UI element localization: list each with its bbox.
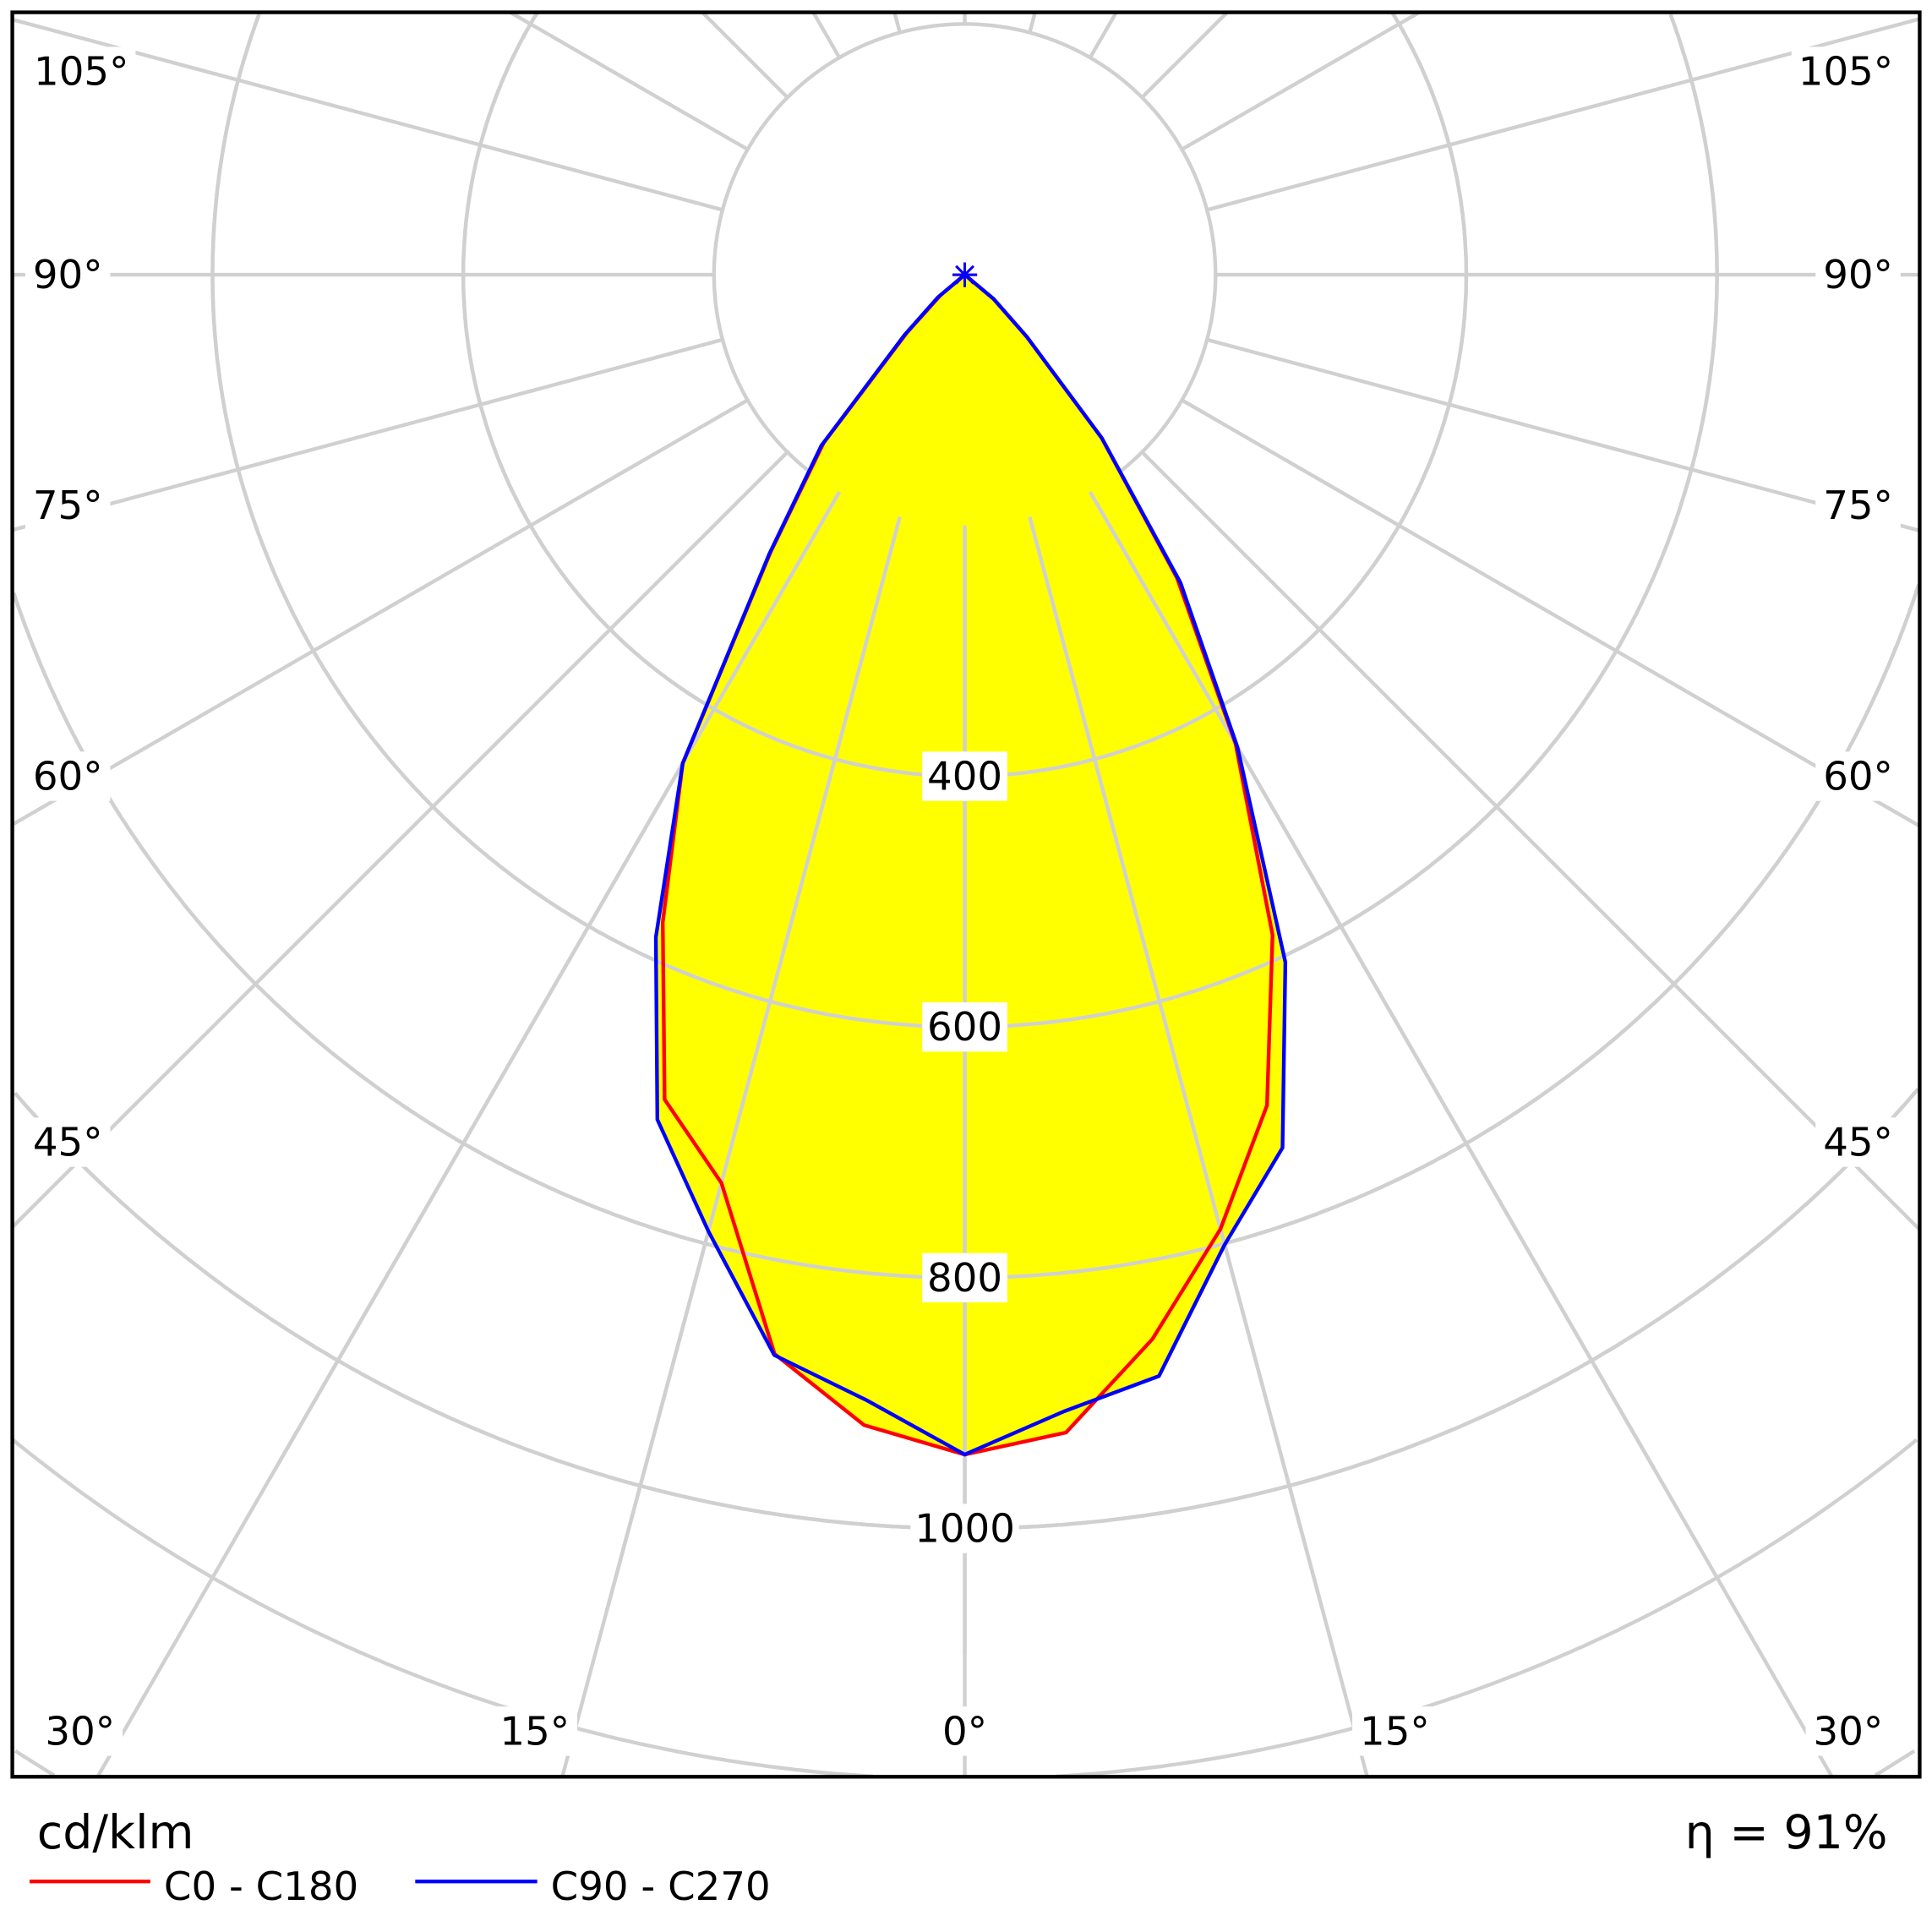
- angle-tick-label-center: 0°: [934, 1706, 996, 1756]
- angle-tick-label-left: 30°: [37, 1706, 123, 1756]
- angle-tick-label-left-text: 60°: [33, 755, 103, 800]
- grid-ray: [1140, 11, 1229, 99]
- angle-tick-label-right: 30°: [1805, 1706, 1891, 1756]
- efficiency-label: η = 91%: [1685, 1806, 1888, 1860]
- angle-tick-label-right-text: 60°: [1823, 755, 1893, 800]
- angle-tick-label-right-bg: [1805, 1706, 1891, 1756]
- grid-ring: [1668, 14, 1719, 276]
- radial-tick-label-bg: [910, 1504, 1019, 1553]
- grid-ray: [1181, 10, 1421, 151]
- grid-ray: [1206, 337, 1920, 532]
- angle-tick-label-right-text: 30°: [1814, 1709, 1884, 1755]
- angle-tick-label-right: 45°: [1815, 1117, 1901, 1167]
- grid-ring: [11, 1438, 874, 1779]
- grid-ray: [11, 398, 749, 827]
- angle-tick-label-left-text: 15°: [499, 1709, 570, 1755]
- angle-tick-label-right: 90°: [1815, 249, 1901, 300]
- grid-ray: [811, 11, 842, 59]
- angle-tick-label-right-bg: [1352, 1706, 1438, 1756]
- grid-ring-overlay: [210, 14, 1719, 1029]
- grid-ray: [11, 450, 789, 1229]
- angle-tick-label-left: 15°: [492, 1706, 578, 1756]
- angle-tick-label-left-bg: [27, 46, 136, 96]
- angle-tick-label-left: 60°: [25, 751, 111, 801]
- grid-ray: [509, 10, 749, 151]
- angle-tick-label-left-bg: [37, 1706, 123, 1756]
- angle-tick-label-right-text: 75°: [1823, 483, 1893, 529]
- angle-tick-label-center-bg: [934, 1706, 996, 1756]
- angle-tick-label-left-bg: [25, 1117, 111, 1167]
- grid-ring-overlay: [1668, 14, 1719, 276]
- radial-tick-label-bg: [922, 1253, 1007, 1303]
- radial-tick-label: 800: [922, 1253, 1007, 1303]
- angle-tick-label-left: 75°: [25, 480, 111, 530]
- angle-tick-label-left-bg: [492, 1706, 578, 1756]
- grid-ray: [701, 11, 789, 99]
- angle-tick-label-center-text: 0°: [942, 1709, 987, 1755]
- axis-labels: 400 600 800 1000 105° 90° 75° 60° 45° 30° 15° 15° 30…: [25, 46, 1901, 1756]
- angle-tick-label-right: 105°: [1791, 46, 1901, 96]
- angle-tick-label-right-bg: [1815, 480, 1901, 530]
- grid-ring-overlay: [461, 11, 1469, 778]
- grid-ring-overlay: [1390, 11, 1469, 276]
- angle-tick-label-right-bg: [1815, 249, 1901, 300]
- angle-tick-label-left: 45°: [25, 1117, 111, 1167]
- angle-tick-label-left-text: 105°: [34, 50, 128, 96]
- angle-tick-label-left-bg: [25, 480, 111, 530]
- grid-ring: [1874, 1749, 1916, 1777]
- angle-tick-label-left: 90°: [25, 249, 111, 300]
- radial-tick-label-text: 400: [927, 755, 1002, 800]
- angle-tick-label-right-bg: [1815, 751, 1901, 801]
- legend-label-c90-c270: C90 - C270: [551, 1864, 771, 1910]
- grid-ray: [12, 337, 723, 532]
- angle-tick-label-left-text: 45°: [33, 1121, 103, 1166]
- angle-tick-label-right-text: 45°: [1823, 1121, 1893, 1166]
- angle-tick-label-right: 75°: [1815, 480, 1901, 530]
- angle-tick-label-right-text: 15°: [1360, 1709, 1430, 1755]
- grid-ray-overlay: [1088, 490, 1656, 1471]
- radial-tick-label: 600: [922, 1002, 1007, 1052]
- radial-tick-label-text: 600: [927, 1005, 1002, 1051]
- angle-tick-label-right: 60°: [1815, 751, 1901, 801]
- intensity-curves: [12, 11, 1921, 1654]
- grid-ray: [1088, 11, 1118, 59]
- grid-ray: [1181, 398, 1921, 828]
- radial-tick-label-text: 1000: [914, 1507, 1015, 1553]
- grid-ray-overlay: [606, 516, 902, 1607]
- angle-tick-label-right-text: 105°: [1798, 50, 1893, 96]
- grid-ray: [892, 12, 902, 34]
- radial-tick-label: 400: [922, 751, 1007, 801]
- grid-ring: [14, 1749, 56, 1777]
- angle-tick-label-left-text: 90°: [33, 253, 103, 298]
- fill-c90-c270: [656, 275, 1285, 1455]
- grid-ray-overlay: [1028, 516, 1323, 1607]
- angle-tick-label-left-text: 75°: [33, 483, 103, 529]
- angle-tick-label-right-text: 90°: [1823, 253, 1893, 298]
- radial-tick-label-bg: [922, 751, 1007, 801]
- radial-tick-label-bg: [922, 1002, 1007, 1052]
- angle-tick-label-left-bg: [25, 249, 111, 300]
- grid-ray-overlay: [273, 490, 842, 1471]
- legend-label-c0-c180: C0 - C180: [164, 1864, 358, 1910]
- radial-tick-label-text: 800: [927, 1256, 1002, 1302]
- grid-ray: [1140, 450, 1921, 1231]
- angle-tick-label-left: 105°: [27, 46, 136, 96]
- unit-label: cd/klm: [37, 1806, 194, 1860]
- plot-frame: [10, 10, 1922, 1779]
- grid-ring: [1056, 1438, 1918, 1779]
- angle-tick-label-left-bg: [25, 751, 111, 801]
- radial-tick-label: 1000: [910, 1504, 1019, 1553]
- grid-ray: [1028, 12, 1037, 34]
- angle-tick-label-right-bg: [1815, 1117, 1901, 1167]
- angle-tick-label-right-bg: [1791, 46, 1901, 96]
- angle-tick-label-right: 15°: [1352, 1706, 1438, 1756]
- angle-tick-label-left-text: 30°: [45, 1709, 115, 1755]
